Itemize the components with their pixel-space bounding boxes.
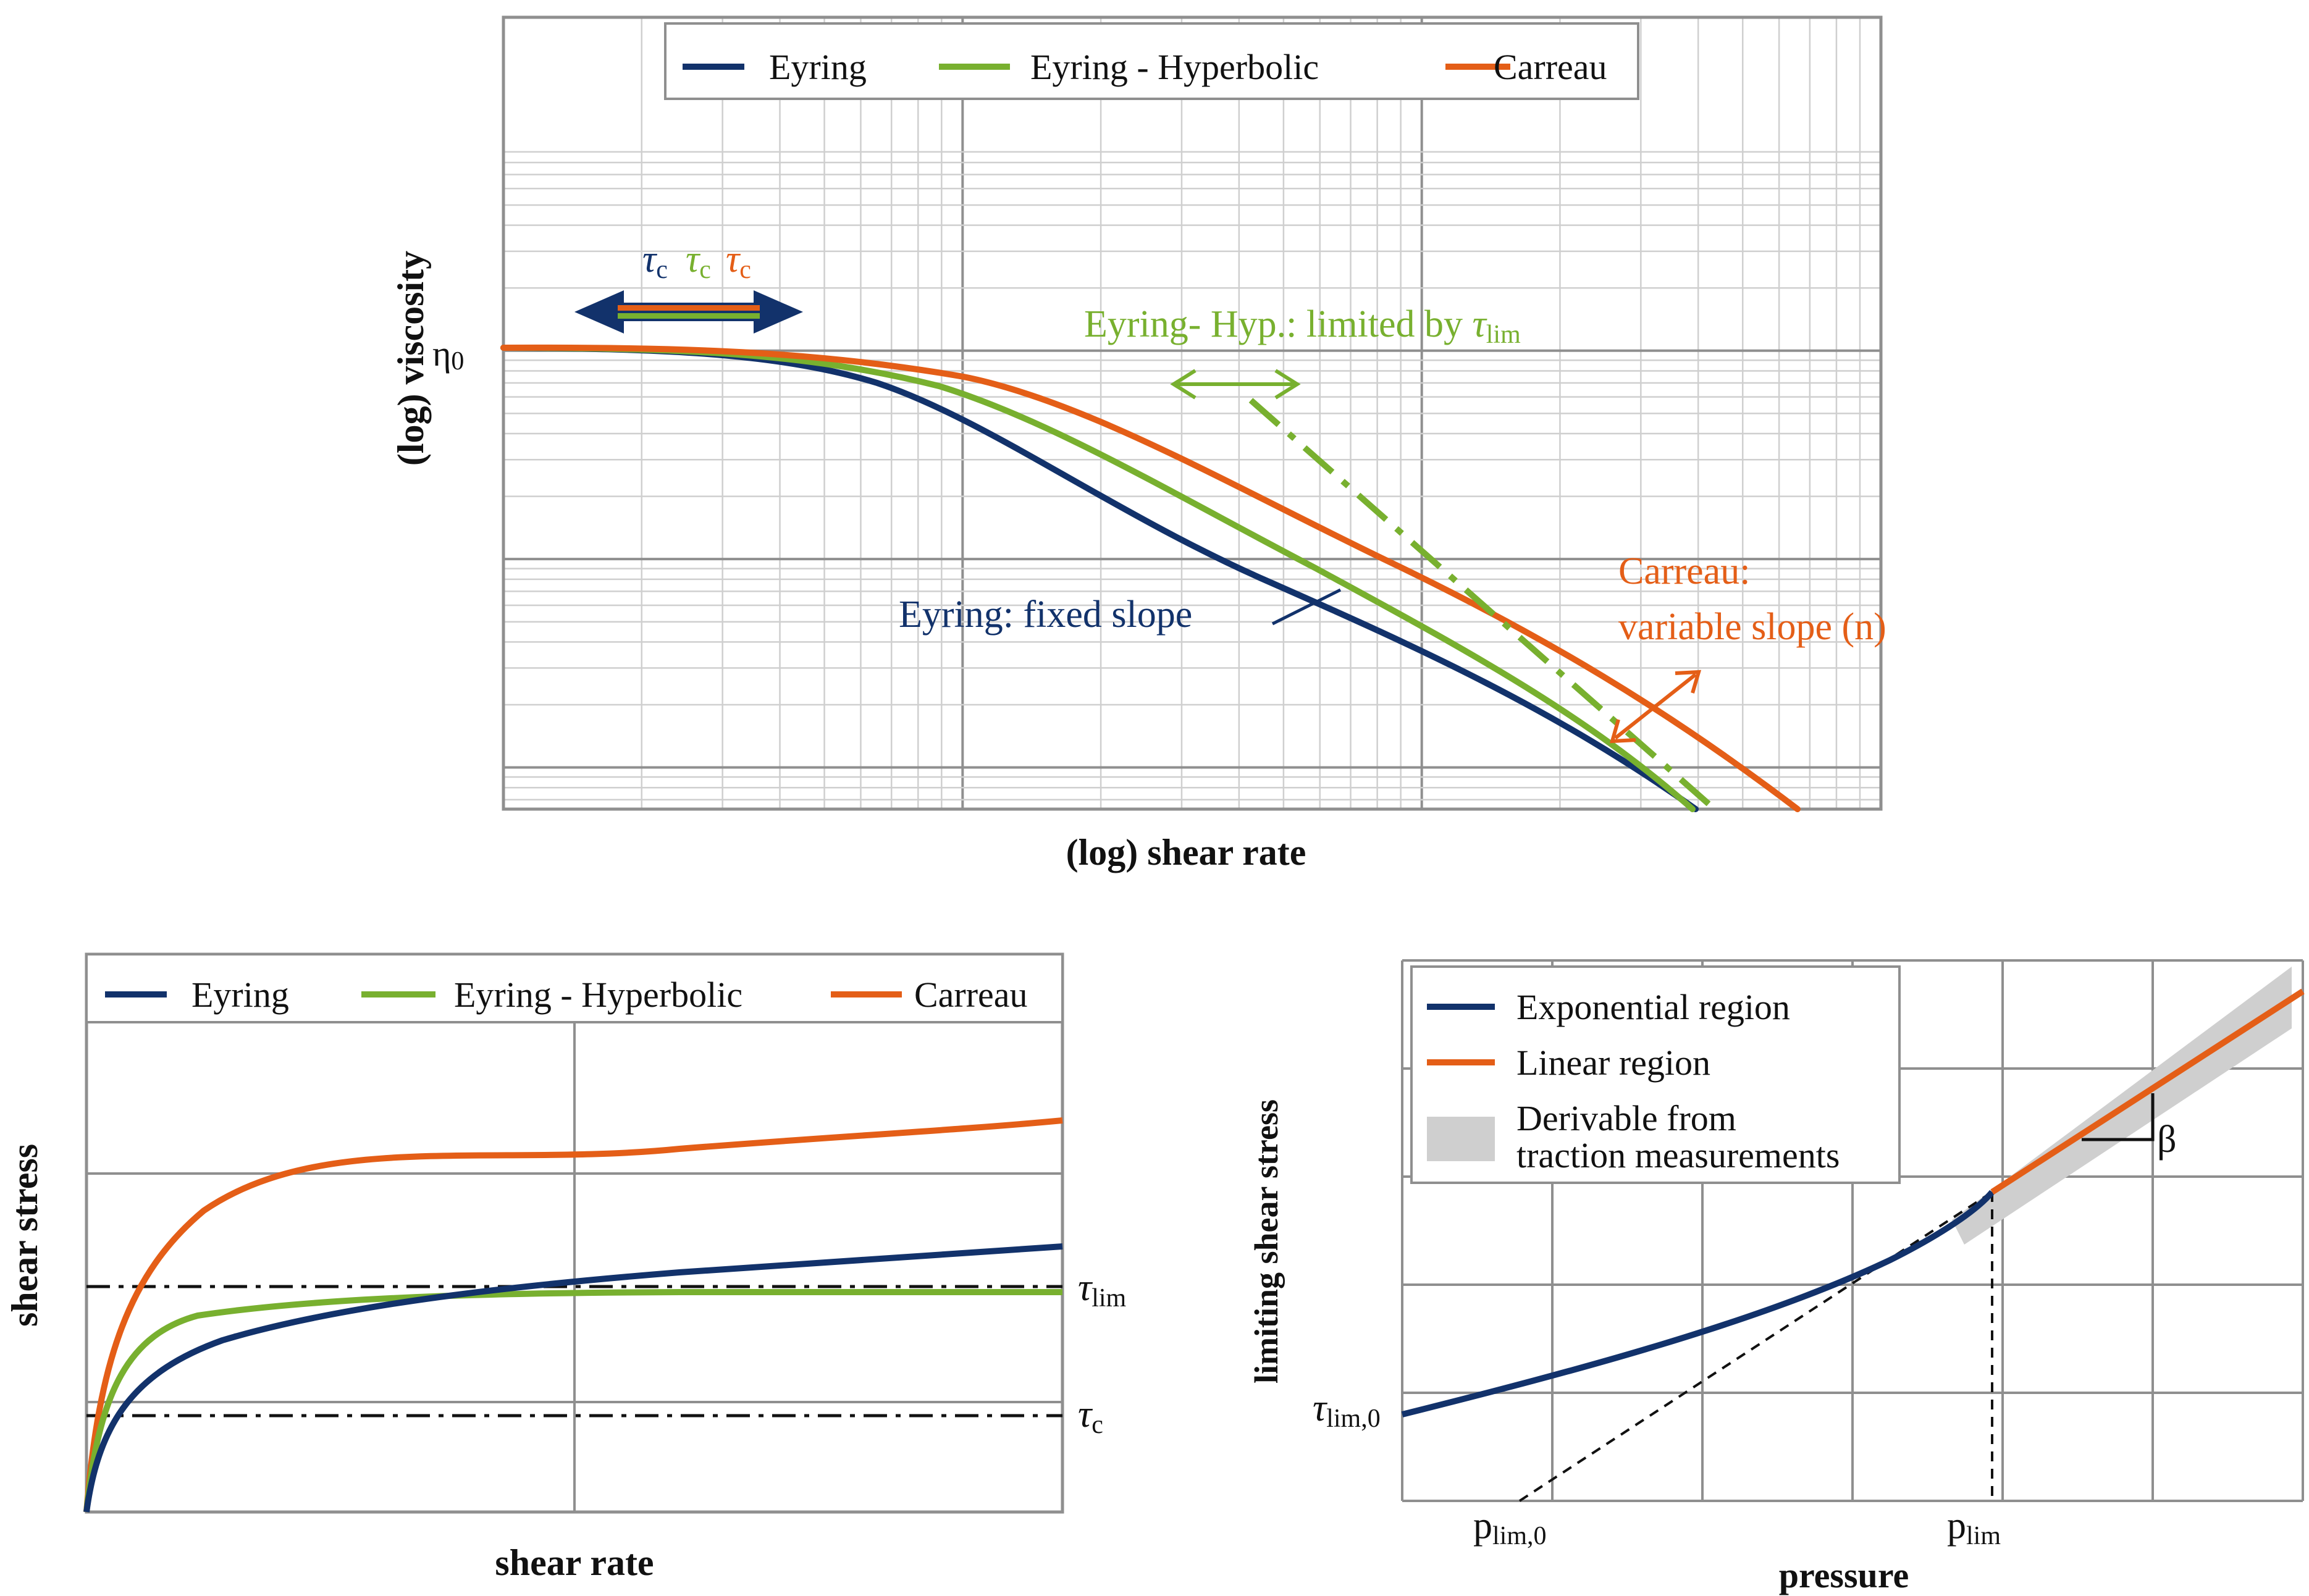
tau-c-arrow-carreau — [618, 305, 760, 311]
shear-stress-x-axis-label: shear rate — [495, 1542, 654, 1583]
shear-stress-grid — [86, 954, 1062, 1512]
viscosity-chart: η0 (log) viscosity (log) shear rate Eyri… — [390, 15, 1886, 873]
legend-label-eyring: Eyring — [769, 47, 867, 87]
series-linear-region — [1990, 988, 2305, 1195]
legend-label-carreau: Carreau — [1494, 47, 1607, 87]
carreau-note-line2: variable slope (n) — [1618, 606, 1886, 648]
legend-label-eyring-hyperbolic: Eyring - Hyperbolic — [1030, 47, 1319, 87]
legend-label-exponential: Exponential region — [1516, 987, 1790, 1027]
shear-stress-y-axis-label: shear stress — [4, 1144, 45, 1327]
tau-c-arrow-eyring — [574, 290, 803, 334]
hyperbolic-limit-annotation: Eyring- Hyp.: limited by τlim — [1084, 303, 1521, 349]
tau-lim-reference-label: τlim — [1078, 1267, 1127, 1312]
tau-c-label-eyring: τc — [642, 238, 668, 284]
p-lim-tick-label: plim — [1947, 1505, 2001, 1550]
shear-stress-legend-box — [85, 953, 1064, 1023]
viscosity-legend-box — [664, 22, 1639, 100]
legend-swatch-derivable — [1427, 1117, 1495, 1161]
tau-c-double-arrow — [574, 290, 803, 334]
tau-c-label-hyperbolic: τc — [686, 238, 711, 284]
series-eyring-viscosity — [500, 345, 1699, 812]
series-exponential-region — [1401, 1190, 1995, 1418]
tangent-dashed-line — [1518, 1191, 1993, 1502]
slope-beta-label: β — [2157, 1119, 2177, 1161]
shear-stress-chart: Eyring Eyring - Hyperbolic Carreau τlim … — [4, 952, 1127, 1583]
series-carreau-viscosity — [500, 344, 1801, 812]
series-eyring-hyperbolic-viscosity — [500, 345, 1696, 812]
legend-label-derivable-line2: traction measurements — [1516, 1135, 1840, 1175]
viscosity-legend: Eyring Eyring - Hyperbolic Carreau — [664, 22, 1639, 100]
legend-label-carreau-2: Carreau — [914, 975, 1028, 1015]
viscosity-y-axis-label: (log) viscosity — [390, 251, 431, 466]
viscosity-grid — [503, 17, 1881, 809]
p-lim0-tick-label: plim,0 — [1473, 1505, 1547, 1550]
limiting-stress-x-axis-label: pressure — [1779, 1555, 1909, 1595]
shear-stress-legend: Eyring Eyring - Hyperbolic Carreau — [85, 953, 1064, 1023]
legend-label-eyring-hyperbolic-2: Eyring - Hyperbolic — [454, 975, 742, 1015]
slope-triangle — [2082, 1093, 2155, 1141]
limiting-shear-stress-chart: β Exponential region Linear region Deriv… — [1248, 959, 2305, 1595]
tau-c-reference-label: τc — [1078, 1393, 1103, 1439]
tau-c-labels: τc τc τc — [642, 238, 751, 284]
viscosity-plot-frame — [502, 15, 1883, 811]
tau-lim0-tick-label: τlim,0 — [1313, 1387, 1381, 1433]
limiting-stress-y-axis-label: limiting shear stress — [1248, 1099, 1285, 1384]
eyring-note-leader — [1271, 588, 1342, 626]
carreau-slope-arrow — [1609, 670, 1702, 744]
hyperbolic-limit-arrow — [1170, 369, 1301, 400]
series-eyring-stress — [83, 1243, 1063, 1513]
series-carreau-stress — [83, 1117, 1063, 1513]
carreau-note-line1: Carreau: — [1618, 550, 1750, 592]
eta0-tick-label: η0 — [432, 334, 464, 376]
viscosity-x-axis-label: (log) shear rate — [1066, 832, 1306, 873]
legend-label-derivable-line1: Derivable from — [1516, 1098, 1736, 1138]
legend-label-eyring-2: Eyring — [191, 975, 289, 1015]
tau-c-label-carreau: τc — [726, 238, 751, 284]
limiting-stress-legend: Exponential region Linear region Derivab… — [1410, 965, 1901, 1184]
eyring-fixed-slope-note: Eyring: fixed slope — [899, 594, 1192, 636]
tau-c-arrow-hyperbolic — [618, 313, 760, 319]
legend-label-linear: Linear region — [1516, 1043, 1710, 1083]
